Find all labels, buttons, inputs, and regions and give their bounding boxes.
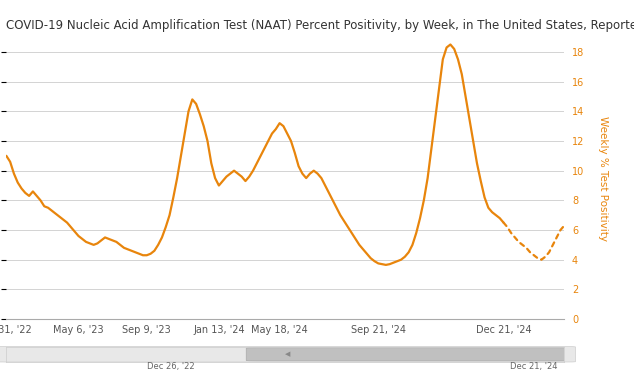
Text: ◀: ◀ — [285, 351, 291, 357]
Y-axis label: Weekly % Test Positivity: Weekly % Test Positivity — [598, 116, 608, 240]
Text: Dec 21, '24: Dec 21, '24 — [510, 362, 558, 371]
FancyBboxPatch shape — [246, 348, 570, 361]
FancyBboxPatch shape — [0, 347, 576, 362]
Text: COVID-19 Nucleic Acid Amplification Test (NAAT) Percent Positivity, by Week, in : COVID-19 Nucleic Acid Amplification Test… — [6, 19, 634, 32]
Text: Dec 26, '22: Dec 26, '22 — [147, 362, 195, 371]
